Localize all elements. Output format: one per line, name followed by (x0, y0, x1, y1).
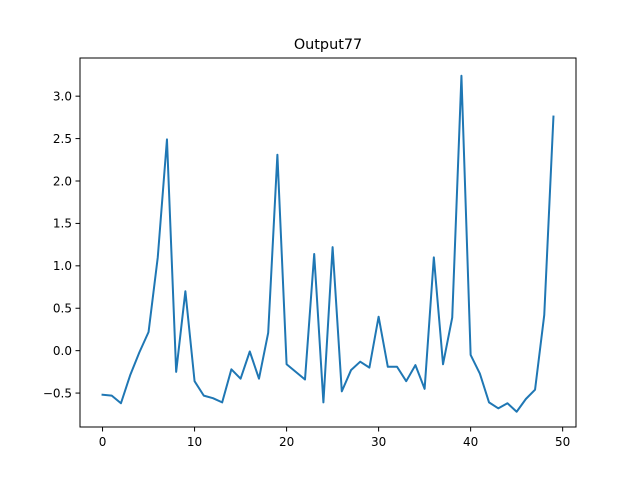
y-tick-label: 2.0 (53, 174, 72, 188)
y-tick-label: 0.0 (53, 344, 72, 358)
axes-background (80, 58, 576, 427)
x-tick-label: 30 (371, 435, 386, 449)
y-tick-label: −0.5 (43, 386, 72, 400)
chart-title: Output77 (294, 37, 362, 53)
y-tick-label: 0.5 (53, 302, 72, 316)
plot-area: 0 10 20 30 40 50 −0.5 0.0 0.5 1.0 1.5 2.0 2.5 3.0 (43, 57, 577, 449)
series-line-0 (101, 74, 555, 413)
x-tick-label: 20 (279, 435, 294, 449)
y-tick-label: 2.5 (53, 132, 72, 146)
x-tick-label: 0 (99, 435, 107, 449)
x-tick-label: 50 (555, 435, 570, 449)
y-tick-label: 1.0 (53, 259, 72, 273)
y-tick-label: 1.5 (53, 217, 72, 231)
y-tick-label: 3.0 (53, 89, 72, 103)
x-tick-label: 40 (463, 435, 478, 449)
axes-frame (79, 57, 577, 428)
x-tick-label: 10 (187, 435, 202, 449)
